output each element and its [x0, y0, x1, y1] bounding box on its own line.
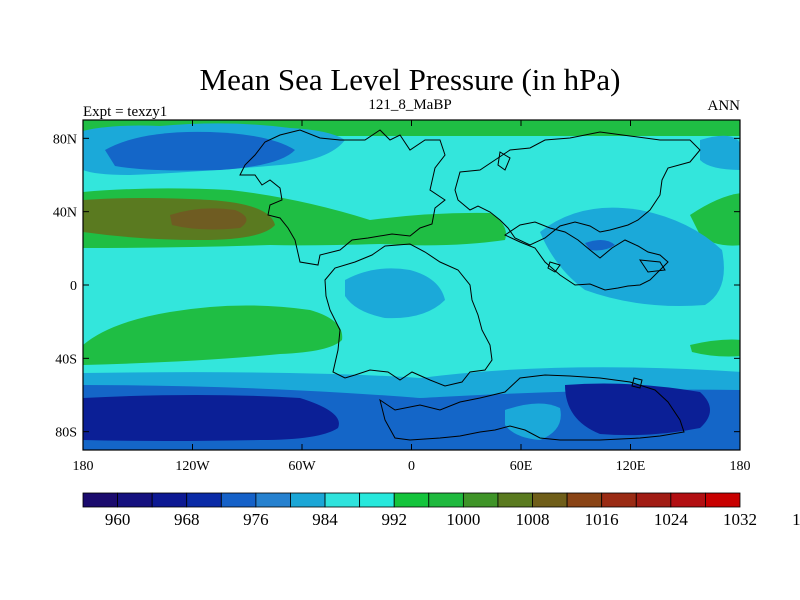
colorbar-label: 1032 [723, 510, 757, 529]
season-label: ANN [708, 98, 741, 114]
pressure-field-map [83, 120, 740, 450]
colorbar-swatch [462, 492, 499, 508]
colorbar-label: 984 [312, 510, 338, 529]
colorbar-label: 1024 [654, 510, 689, 529]
african-low [345, 268, 445, 319]
colorbar-label: 968 [174, 510, 200, 529]
colorbar-swatch [670, 492, 706, 508]
colorbar-swatch [705, 492, 741, 508]
south-atlantic-light-patch [505, 403, 561, 440]
colorbar-label: 1008 [516, 510, 550, 529]
south-america-coast [324, 243, 493, 387]
lon-tick-label: 120E [616, 459, 646, 474]
colorbar-swatch [359, 492, 395, 508]
arctic-low-patch [700, 135, 740, 170]
colorbar-swatch [497, 492, 533, 508]
colorbar: 960 968 976 984 992 1000 1008 1016 1024 1032 1040 [82, 492, 800, 529]
axis-ticks: 180 120W 60W 0 60E 120E 180 80N 40N 0 40S 80S [53, 120, 751, 474]
colorbar-swatch [255, 492, 291, 508]
southern-deep-low-west [83, 395, 339, 441]
southern-deep-low-east [565, 383, 710, 436]
lon-tick-label: 60W [288, 459, 316, 474]
lat-tick-label: 80N [53, 132, 77, 147]
colorbar-label: 1000 [446, 510, 480, 529]
colorbar-label: 960 [105, 510, 131, 529]
experiment-label: Expt = texzy1 [83, 104, 167, 120]
colorbar-swatch [117, 492, 153, 508]
colorbar-swatch [186, 492, 222, 508]
lon-tick-label: 0 [408, 459, 415, 474]
south-pacific-high [83, 305, 343, 365]
east-high-patch [690, 193, 740, 246]
north-pacific-low-inner [105, 131, 295, 171]
lon-tick-label: 120W [175, 459, 210, 474]
coastline-outlines [239, 129, 701, 441]
colorbar-label: 1016 [585, 510, 619, 529]
lon-tick-label: 180 [73, 459, 94, 474]
lat-tick-label: 40N [53, 206, 77, 221]
colorbar-label: 992 [381, 510, 407, 529]
colorbar-label: 976 [243, 510, 269, 529]
lat-tick-label: 0 [70, 279, 77, 294]
colorbar-swatch [428, 492, 464, 508]
lon-tick-label: 60E [510, 459, 533, 474]
colorbar-swatch [566, 492, 603, 508]
asian-low-outer [540, 207, 724, 306]
plot-title: Mean Sea Level Pressure (in hPa) [200, 62, 621, 97]
antarctica-coast [379, 374, 685, 441]
colorbar-swatch [532, 492, 568, 508]
colorbar-swatch [324, 492, 361, 508]
colorbar-swatch [290, 492, 326, 508]
north-america-coast [239, 129, 446, 266]
colorbar-swatch [151, 492, 188, 508]
colorbar-swatch [393, 492, 430, 508]
africa-coast [503, 221, 669, 291]
pacific-high-core-inner [170, 208, 247, 230]
lat-tick-label: 40S [55, 352, 77, 367]
lat-tick-label: 80S [55, 426, 77, 441]
colorbar-swatch [82, 492, 118, 508]
south-indian-high [690, 339, 740, 357]
time-period-label: 121_8_MaBP [368, 97, 451, 113]
colorbar-swatch [601, 492, 637, 508]
colorbar-label: 1040 [792, 510, 800, 529]
asian-low-core [585, 239, 615, 251]
islands-coast [497, 151, 666, 389]
europe-asia-coast [454, 131, 701, 246]
colorbar-swatch [635, 492, 672, 508]
lon-tick-label: 180 [730, 459, 751, 474]
colorbar-swatch [220, 492, 257, 508]
